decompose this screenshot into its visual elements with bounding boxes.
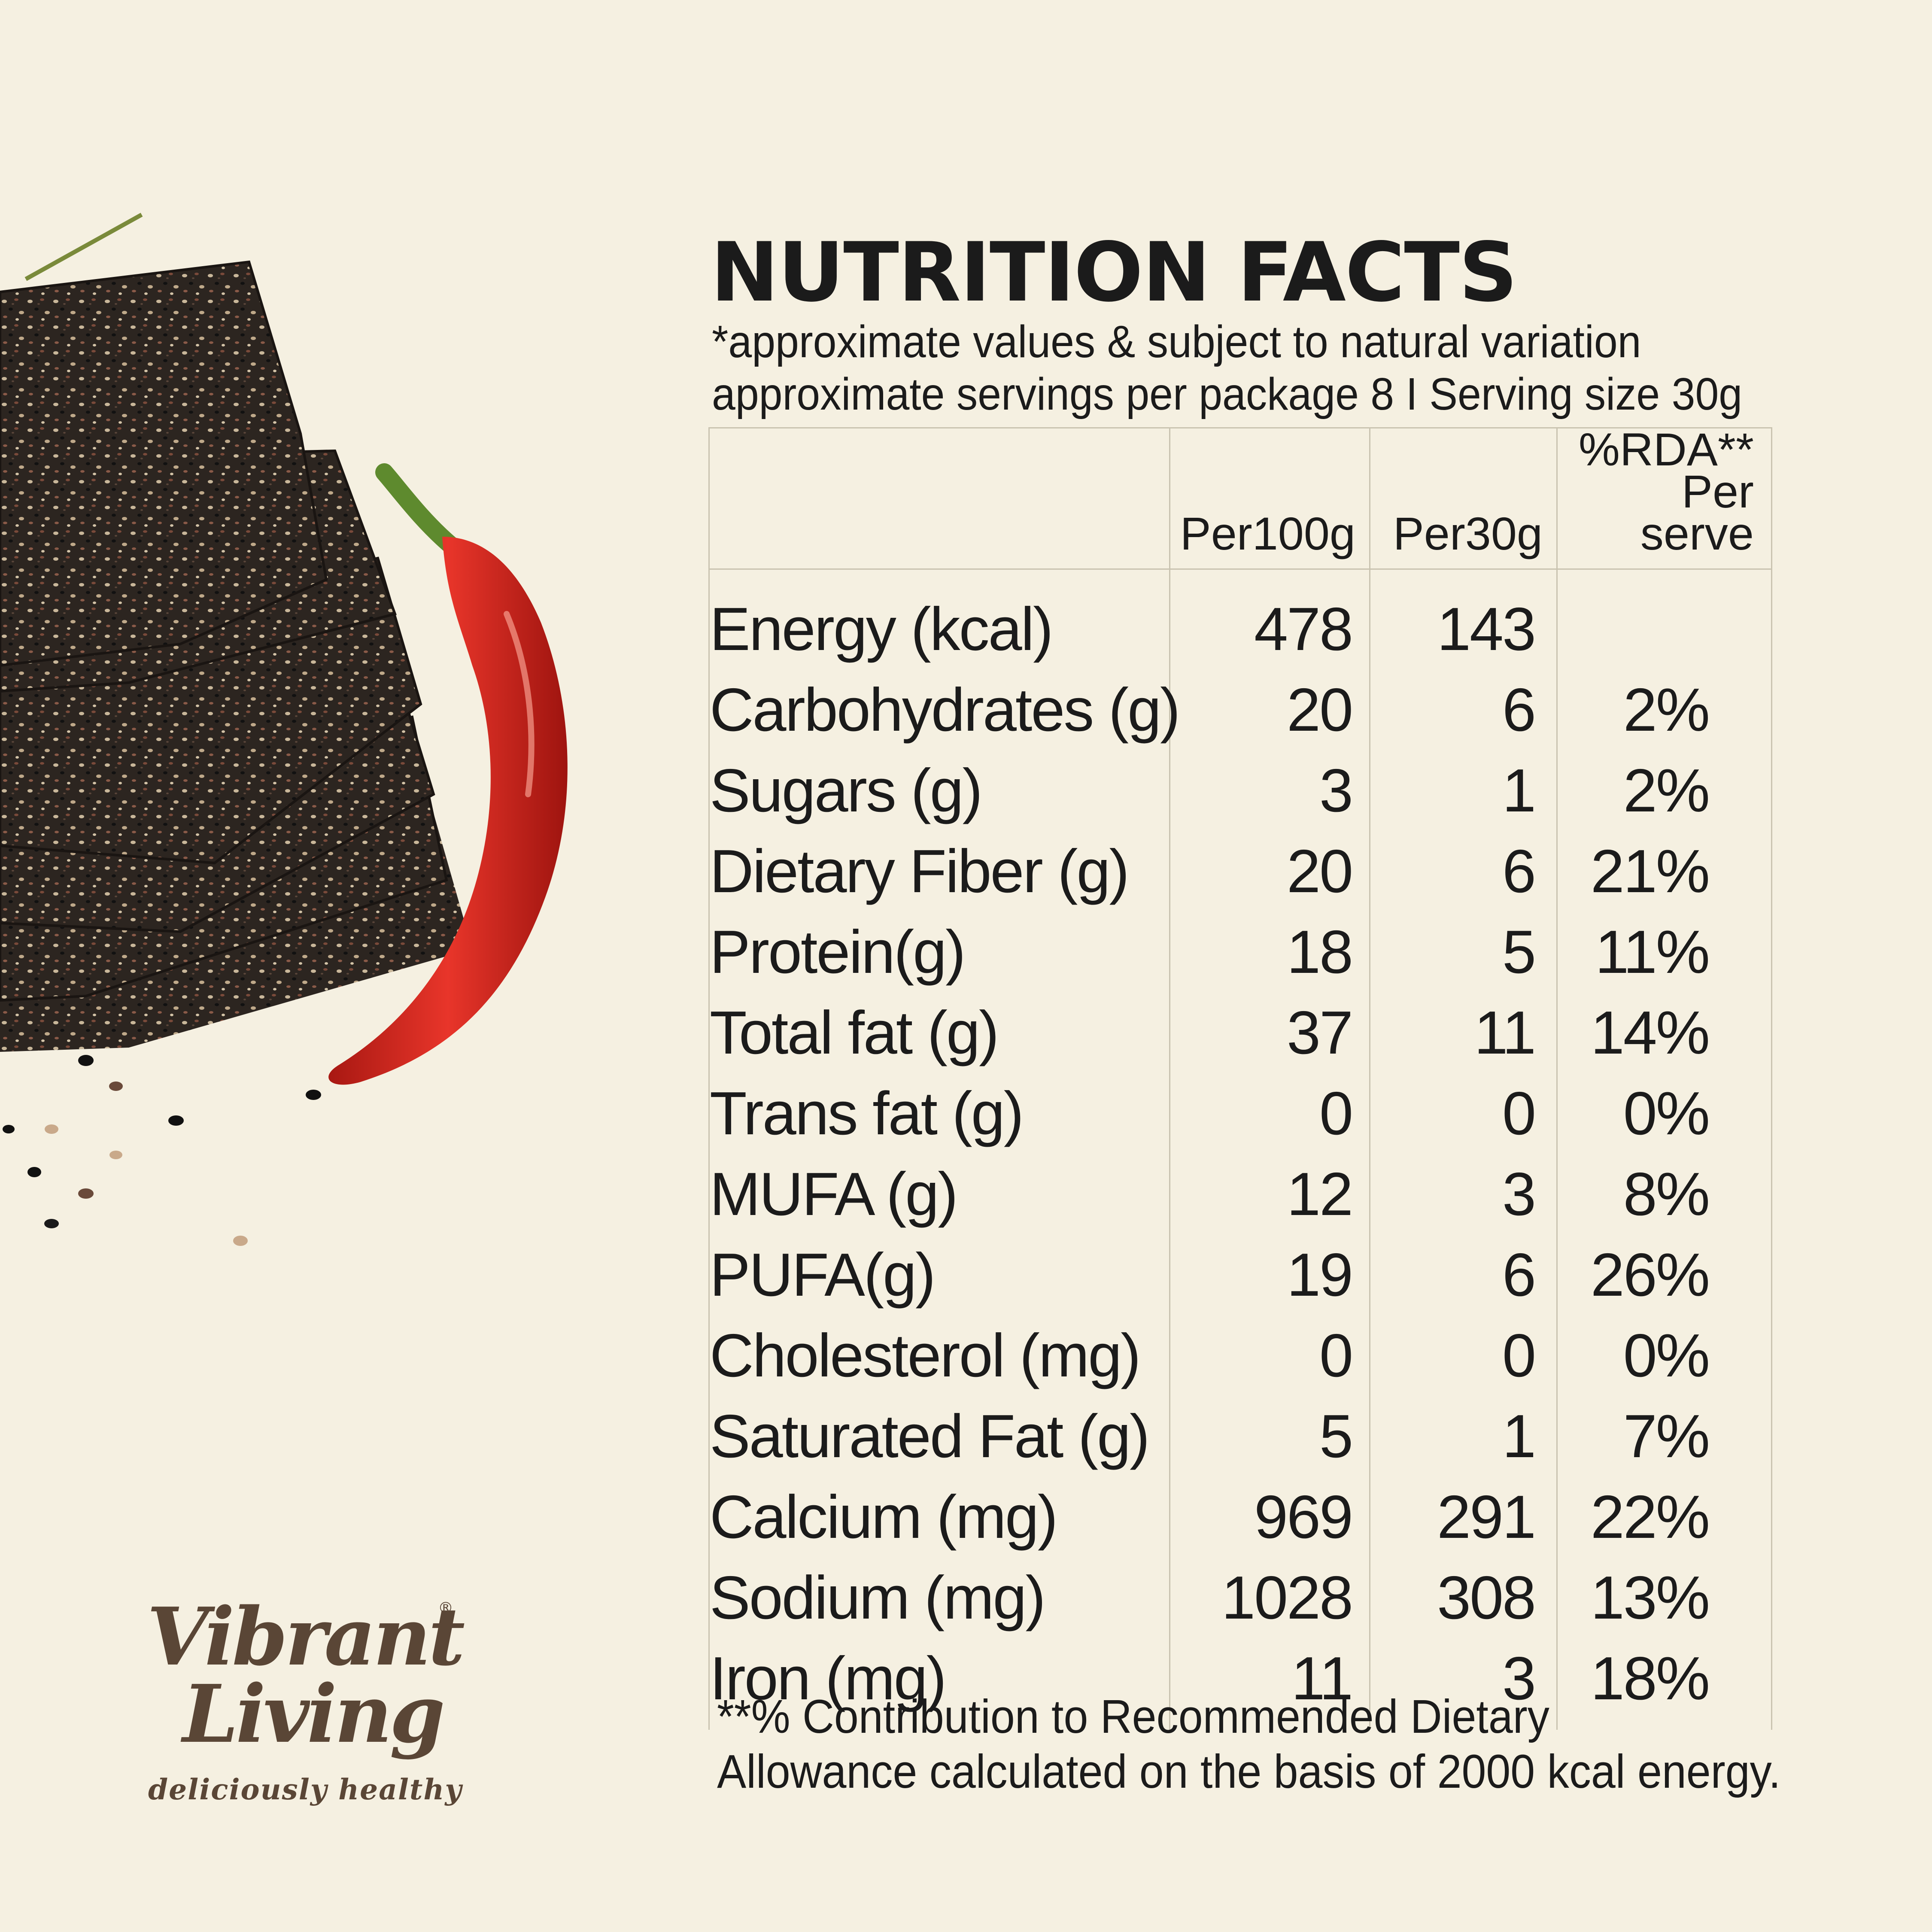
value-rda: 21% (1556, 831, 1772, 912)
table-row: Sodium (mg) 1028 308 13% (708, 1558, 1772, 1638)
table-row: Trans fat (g) 0 0 0% (708, 1073, 1772, 1154)
value-per100g: 0 (1169, 1073, 1370, 1154)
table-row: Calcium (mg) 969 291 22% (708, 1477, 1772, 1558)
footnote-line1: **% Contribution to Recommended Dietary (717, 1690, 1549, 1743)
value-per100g: 19 (1169, 1235, 1370, 1315)
nutrient-name: Iron (mg) (708, 1638, 1170, 1730)
table-row: Sugars (g) 3 1 2% (708, 750, 1772, 831)
table-row: Carbohydrates (g) 20 6 2% (708, 670, 1772, 750)
value-per100g: 1028 (1169, 1558, 1370, 1638)
value-per100g: 0 (1169, 1315, 1370, 1396)
value-rda: 11% (1556, 912, 1772, 993)
nutrient-name: Sodium (mg) (708, 1558, 1170, 1638)
nutrient-name: MUFA (g) (708, 1154, 1170, 1235)
value-rda: 8% (1556, 1154, 1772, 1235)
value-per30g: 5 (1369, 912, 1558, 993)
page-title: NUTRITION FACTS (711, 225, 1518, 320)
value-per30g: 1 (1369, 750, 1558, 831)
header-rda: %RDA** Per serve (1556, 423, 1772, 570)
value-per100g: 12 (1169, 1154, 1370, 1235)
value-per100g: 37 (1169, 993, 1370, 1073)
nutrient-name: PUFA(g) (708, 1235, 1170, 1315)
value-per30g: 291 (1369, 1477, 1558, 1558)
nutrient-name: Cholesterol (mg) (708, 1315, 1170, 1396)
header-nutrient (708, 427, 1170, 570)
brand-logo: Vibrant ® Living deliciously healthy (142, 1597, 485, 1820)
header-per30g: Per30g (1369, 427, 1558, 570)
logo-word-vibrant: Vibrant (147, 1590, 465, 1683)
table-row: Protein(g) 18 5 11% (708, 912, 1772, 993)
header-per100g: Per100g (1169, 427, 1370, 570)
registered-mark: ® (438, 1599, 453, 1617)
value-rda: 18% (1556, 1638, 1772, 1730)
nutrient-name: Carbohydrates (g) (708, 670, 1180, 750)
header-rda-line2: Per serve (1640, 465, 1754, 559)
logo-word-living: Living (182, 1667, 445, 1761)
table-row: Dietary Fiber (g) 20 6 21% (708, 831, 1772, 912)
value-rda: 2% (1556, 670, 1772, 750)
value-per30g: 143 (1369, 569, 1558, 670)
value-per30g: 3 (1369, 1638, 1558, 1730)
table-row: Saturated Fat (g) 5 1 7% (708, 1396, 1772, 1477)
header-rda-line1: %RDA** (1578, 423, 1754, 475)
subtitle: *approximate values & subject to natural… (712, 316, 1820, 420)
value-per100g: 20 (1169, 831, 1370, 912)
value-rda: 2% (1556, 750, 1772, 831)
nutrient-name: Sugars (g) (708, 750, 1170, 831)
value-per30g: 308 (1369, 1558, 1558, 1638)
value-per100g: 18 (1169, 912, 1370, 993)
value-per30g: 6 (1369, 670, 1558, 750)
nutrient-name: Protein(g) (708, 912, 1170, 993)
value-per100g: 478 (1169, 569, 1370, 670)
nutrient-name: Saturated Fat (g) (708, 1396, 1170, 1477)
nutrient-name: Total fat (g) (708, 993, 1170, 1073)
table-row: Cholesterol (mg) 0 0 0% (708, 1315, 1772, 1396)
table-row: Total fat (g) 37 11 14% (708, 993, 1772, 1073)
value-per30g: 6 (1369, 831, 1558, 912)
value-rda: 26% (1556, 1235, 1772, 1315)
value-per30g: 3 (1369, 1154, 1558, 1235)
nutrition-table: Per100g Per30g %RDA** Per serve Energy (… (708, 423, 1772, 1730)
nutrient-name: Dietary Fiber (g) (708, 831, 1170, 912)
table-row: Energy (kcal) 478 143 (708, 569, 1772, 670)
value-per100g: 5 (1169, 1396, 1370, 1477)
value-rda: 7% (1556, 1396, 1772, 1477)
value-per100g: 20 (1169, 670, 1370, 750)
serving-info: approximate servings per package 8 I Ser… (712, 369, 1743, 419)
crackers-chili-illustration (0, 213, 568, 1246)
nutrient-name: Trans fat (g) (708, 1073, 1170, 1154)
table-row: Iron (mg) 11 3 18% (708, 1638, 1772, 1730)
value-per30g: 1 (1369, 1396, 1558, 1477)
value-rda (1556, 569, 1772, 670)
footnote: **% Contribution to Recommended Dietary … (717, 1689, 1861, 1799)
value-per100g: 11 (1169, 1638, 1370, 1730)
table-body: Energy (kcal) 478 143 Carbohydrates (g) 20 6 2… (708, 569, 1772, 1730)
value-rda: 14% (1556, 993, 1772, 1073)
value-rda: 13% (1556, 1558, 1772, 1638)
value-per30g: 11 (1369, 993, 1558, 1073)
value-per30g: 0 (1369, 1315, 1558, 1396)
value-per100g: 969 (1169, 1477, 1370, 1558)
table-row: MUFA (g) 12 3 8% (708, 1154, 1772, 1235)
brand-tagline: deliciously healthy (148, 1773, 462, 1806)
nutrient-name: Calcium (mg) (708, 1477, 1170, 1558)
value-per30g: 6 (1369, 1235, 1558, 1315)
table-header-row: Per100g Per30g %RDA** Per serve (708, 423, 1772, 570)
value-per100g: 3 (1169, 750, 1370, 831)
subtitle-note: *approximate values & subject to natural… (712, 316, 1641, 367)
value-rda: 22% (1556, 1477, 1772, 1558)
table-row: PUFA(g) 19 6 26% (708, 1235, 1772, 1315)
footnote-line2: Allowance calculated on the basis of 200… (717, 1745, 1781, 1798)
value-rda: 0% (1556, 1073, 1772, 1154)
value-rda: 0% (1556, 1315, 1772, 1396)
value-per30g: 0 (1369, 1073, 1558, 1154)
nutrient-name: Energy (kcal) (708, 569, 1170, 670)
